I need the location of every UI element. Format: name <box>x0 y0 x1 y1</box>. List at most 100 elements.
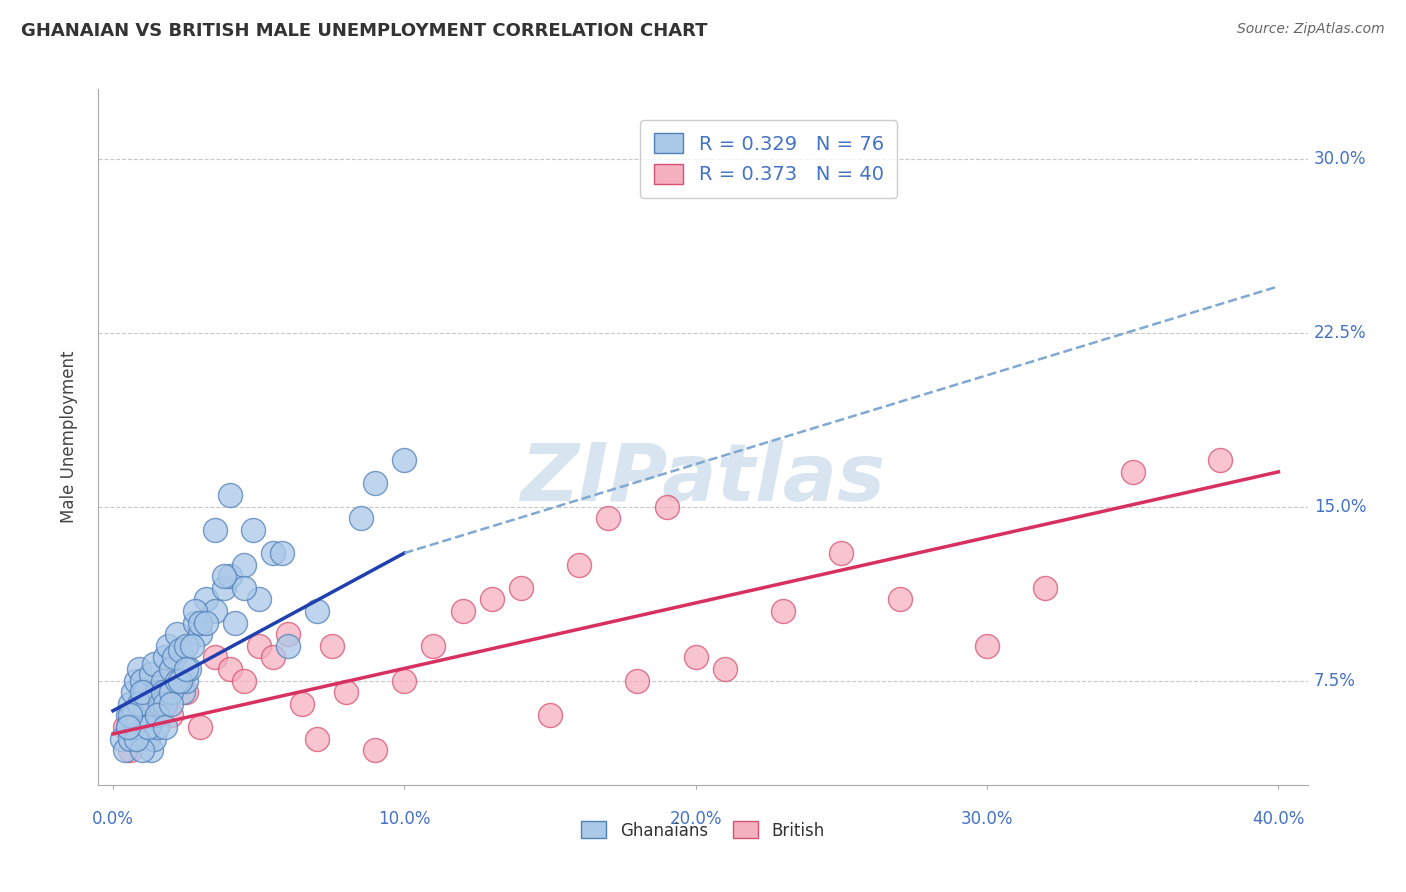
Point <box>125 673 148 688</box>
Point <box>224 615 246 630</box>
Point <box>114 720 136 734</box>
Point <box>394 673 416 688</box>
Point <box>111 731 134 746</box>
Point <box>422 639 444 653</box>
Text: 7.5%: 7.5% <box>1313 672 1355 690</box>
Point <box>160 685 183 699</box>
Point <box>117 708 139 723</box>
Point <box>218 488 240 502</box>
Point <box>125 720 148 734</box>
Point <box>152 673 174 688</box>
Point <box>291 697 314 711</box>
Text: 22.5%: 22.5% <box>1313 324 1367 342</box>
Point <box>149 690 172 704</box>
Point <box>655 500 678 514</box>
Legend: Ghanaians, British: Ghanaians, British <box>575 814 831 847</box>
Y-axis label: Male Unemployment: Male Unemployment <box>60 351 79 524</box>
Text: 30.0%: 30.0% <box>960 810 1014 828</box>
Point <box>350 511 373 525</box>
Point <box>204 604 226 618</box>
Point <box>242 523 264 537</box>
Point <box>195 615 218 630</box>
Point <box>149 697 172 711</box>
Point <box>247 639 270 653</box>
Point <box>155 697 177 711</box>
Point <box>271 546 294 560</box>
Point <box>218 662 240 676</box>
Point <box>142 731 165 746</box>
Point <box>120 697 142 711</box>
Point <box>120 743 142 757</box>
Point <box>830 546 852 560</box>
Point <box>538 708 561 723</box>
Point <box>183 615 205 630</box>
Point <box>247 592 270 607</box>
Point <box>1209 453 1232 467</box>
Point <box>714 662 737 676</box>
Point <box>218 569 240 583</box>
Text: 40.0%: 40.0% <box>1253 810 1305 828</box>
Point <box>598 511 620 525</box>
Point <box>177 662 200 676</box>
Text: 20.0%: 20.0% <box>669 810 721 828</box>
Point <box>212 569 235 583</box>
Point <box>117 720 139 734</box>
Point <box>335 685 357 699</box>
Point <box>174 673 197 688</box>
Point <box>128 662 150 676</box>
Point <box>136 697 159 711</box>
Point <box>131 673 153 688</box>
Point <box>134 720 156 734</box>
Point <box>174 662 197 676</box>
Point <box>120 731 142 746</box>
Point <box>364 476 387 491</box>
Point <box>180 639 202 653</box>
Point <box>155 673 177 688</box>
Point <box>163 650 186 665</box>
Point <box>190 627 212 641</box>
Point <box>142 657 165 672</box>
Point <box>128 697 150 711</box>
Point <box>139 666 162 681</box>
Point <box>685 650 707 665</box>
Point <box>136 720 159 734</box>
Point <box>262 546 284 560</box>
Point <box>277 639 299 653</box>
Point <box>195 592 218 607</box>
Text: GHANAIAN VS BRITISH MALE UNEMPLOYMENT CORRELATION CHART: GHANAIAN VS BRITISH MALE UNEMPLOYMENT CO… <box>21 22 707 40</box>
Text: 0.0%: 0.0% <box>91 810 134 828</box>
Point <box>145 720 167 734</box>
Point <box>174 685 197 699</box>
Point <box>190 720 212 734</box>
Point <box>204 523 226 537</box>
Point <box>451 604 474 618</box>
Point <box>626 673 648 688</box>
Point <box>125 731 148 746</box>
Point <box>131 743 153 757</box>
Point <box>233 558 256 572</box>
Point <box>125 731 148 746</box>
Point <box>139 743 162 757</box>
Point <box>160 708 183 723</box>
Text: 30.0%: 30.0% <box>1313 150 1367 168</box>
Point <box>277 627 299 641</box>
Point <box>1122 465 1144 479</box>
Text: 10.0%: 10.0% <box>378 810 430 828</box>
Point <box>174 639 197 653</box>
Point <box>481 592 503 607</box>
Point <box>131 685 153 699</box>
Point <box>889 592 911 607</box>
Point <box>122 708 145 723</box>
Point <box>152 685 174 699</box>
Point <box>155 720 177 734</box>
Point <box>364 743 387 757</box>
Text: 15.0%: 15.0% <box>1313 498 1367 516</box>
Point <box>114 743 136 757</box>
Point <box>166 673 188 688</box>
Point <box>160 697 183 711</box>
Point <box>169 643 191 657</box>
Point <box>166 627 188 641</box>
Point <box>305 604 328 618</box>
Point <box>145 708 167 723</box>
Point <box>160 662 183 676</box>
